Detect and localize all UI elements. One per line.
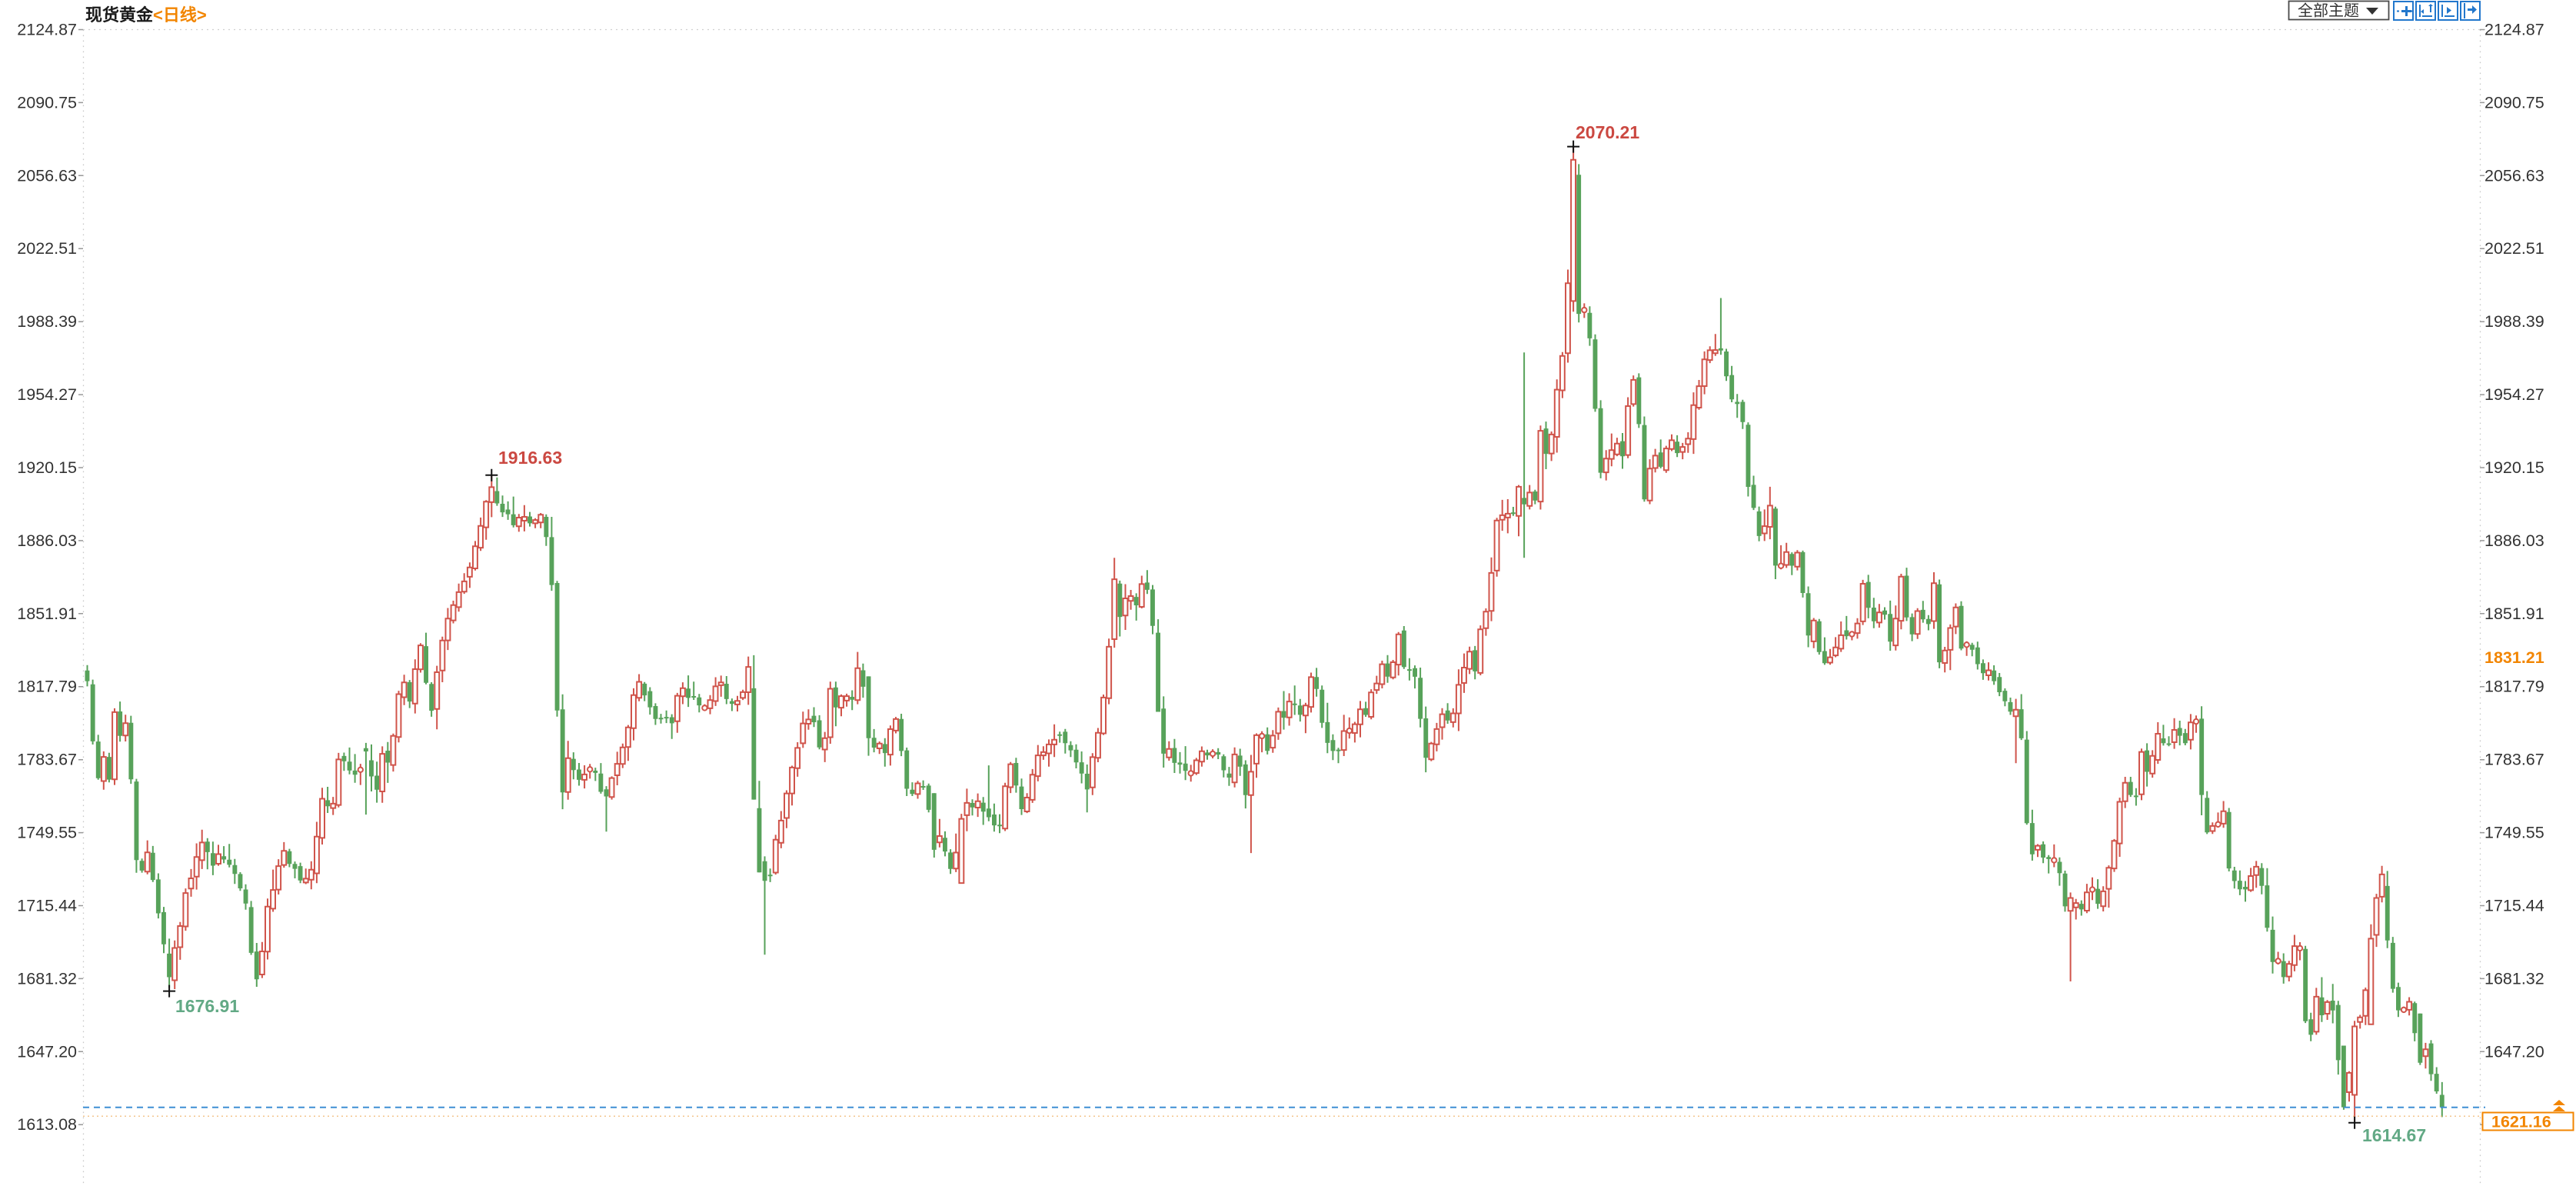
svg-text:<日线>: <日线> bbox=[153, 5, 207, 25]
svg-text:1681.32: 1681.32 bbox=[2484, 969, 2544, 988]
svg-text:1749.55: 1749.55 bbox=[2484, 824, 2544, 842]
svg-text:1817.79: 1817.79 bbox=[2484, 678, 2544, 696]
svg-text:2090.75: 2090.75 bbox=[2484, 93, 2544, 112]
svg-text:1614.67: 1614.67 bbox=[2362, 1125, 2426, 1145]
svg-text:2022.51: 2022.51 bbox=[17, 239, 77, 258]
svg-text:2124.87: 2124.87 bbox=[17, 21, 77, 39]
svg-text:1920.15: 1920.15 bbox=[2484, 458, 2544, 477]
svg-text:现货黄金: 现货黄金 bbox=[85, 5, 154, 25]
svg-text:2056.63: 2056.63 bbox=[2484, 166, 2544, 185]
svg-text:1920.15: 1920.15 bbox=[17, 458, 77, 477]
svg-text:2070.21: 2070.21 bbox=[1576, 122, 1639, 142]
svg-text:1886.03: 1886.03 bbox=[17, 531, 77, 550]
svg-text:1831.21: 1831.21 bbox=[2484, 648, 2544, 667]
svg-text:1715.44: 1715.44 bbox=[17, 897, 77, 915]
svg-text:1676.91: 1676.91 bbox=[175, 996, 239, 1016]
svg-text:2124.87: 2124.87 bbox=[2484, 21, 2544, 39]
svg-text:1851.91: 1851.91 bbox=[17, 605, 77, 623]
svg-text:2090.75: 2090.75 bbox=[17, 93, 77, 112]
svg-text:1681.32: 1681.32 bbox=[17, 969, 77, 988]
svg-text:2022.51: 2022.51 bbox=[2484, 239, 2544, 258]
svg-text:全部主题: 全部主题 bbox=[2298, 2, 2359, 20]
svg-text:1916.63: 1916.63 bbox=[498, 448, 562, 468]
svg-text:1783.67: 1783.67 bbox=[2484, 751, 2544, 769]
svg-text:1621.16: 1621.16 bbox=[2491, 1113, 2551, 1131]
svg-text:1851.91: 1851.91 bbox=[2484, 605, 2544, 623]
svg-text:1613.08: 1613.08 bbox=[17, 1115, 77, 1134]
svg-text:1647.20: 1647.20 bbox=[17, 1042, 77, 1061]
svg-text:1715.44: 1715.44 bbox=[2484, 897, 2544, 915]
svg-text:1783.67: 1783.67 bbox=[17, 751, 77, 769]
svg-text:1817.79: 1817.79 bbox=[17, 678, 77, 696]
svg-text:1954.27: 1954.27 bbox=[2484, 385, 2544, 404]
svg-text:1647.20: 1647.20 bbox=[2484, 1042, 2544, 1061]
svg-text:1749.55: 1749.55 bbox=[17, 824, 77, 842]
svg-text:2056.63: 2056.63 bbox=[17, 166, 77, 185]
svg-text:1954.27: 1954.27 bbox=[17, 385, 77, 404]
svg-text:1988.39: 1988.39 bbox=[17, 312, 77, 331]
svg-text:1988.39: 1988.39 bbox=[2484, 312, 2544, 331]
svg-text:1886.03: 1886.03 bbox=[2484, 531, 2544, 550]
